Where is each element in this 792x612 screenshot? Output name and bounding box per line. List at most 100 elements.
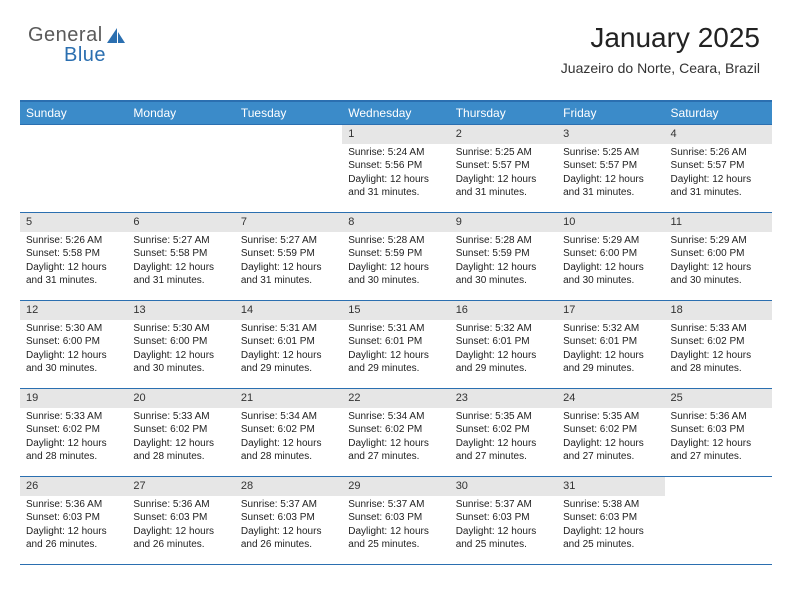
calendar-cell: 24Sunrise: 5:35 AMSunset: 6:02 PMDayligh… <box>557 389 664 477</box>
daylight-line: Daylight: 12 hours and 28 minutes. <box>26 437 121 464</box>
sunset-line: Sunset: 6:00 PM <box>26 335 121 349</box>
daylight-line: Daylight: 12 hours and 31 minutes. <box>563 173 658 200</box>
sunset-line: Sunset: 6:01 PM <box>241 335 336 349</box>
day-body: Sunrise: 5:32 AMSunset: 6:01 PMDaylight:… <box>450 320 557 380</box>
sunrise-line: Sunrise: 5:37 AM <box>456 498 551 512</box>
day-number: 12 <box>20 301 127 320</box>
day-number: 19 <box>20 389 127 408</box>
sunrise-line: Sunrise: 5:24 AM <box>348 146 443 160</box>
sunrise-line: Sunrise: 5:32 AM <box>563 322 658 336</box>
daylight-line: Daylight: 12 hours and 26 minutes. <box>26 525 121 552</box>
day-body: Sunrise: 5:37 AMSunset: 6:03 PMDaylight:… <box>342 496 449 556</box>
calendar-cell: 15 Sunrise: 5:31 AMSunset: 6:01 PMDayligh… <box>342 301 449 389</box>
calendar-row: 1Sunrise: 5:24 AMSunset: 5:56 PMDaylight… <box>20 125 772 213</box>
calendar-cell: 3Sunrise: 5:25 AMSunset: 5:57 PMDaylight… <box>557 125 664 213</box>
day-number: 2 <box>450 125 557 144</box>
daylight-line: Daylight: 12 hours and 25 minutes. <box>563 525 658 552</box>
day-body: Sunrise: 5:36 AMSunset: 6:03 PMDaylight:… <box>20 496 127 556</box>
brand-sail-icon <box>105 26 127 46</box>
day-body: Sunrise: 5:31 AMSunset: 6:01 PMDaylight:… <box>235 320 342 380</box>
dayhead-fri: Friday <box>557 101 664 125</box>
calendar-cell: 14Sunrise: 5:31 AMSunset: 6:01 PMDayligh… <box>235 301 342 389</box>
sunset-line: Sunset: 5:57 PM <box>563 159 658 173</box>
sunset-line: Sunset: 5:57 PM <box>671 159 766 173</box>
daylight-line: Daylight: 12 hours and 31 minutes. <box>348 173 443 200</box>
day-number: 4 <box>665 125 772 144</box>
sunrise-line: Sunrise: 5:26 AM <box>671 146 766 160</box>
daylight-line: Daylight: 12 hours and 29 minutes. <box>456 349 551 376</box>
calendar-cell: 5Sunrise: 5:26 AMSunset: 5:58 PMDaylight… <box>20 213 127 301</box>
dayhead-sun: Sunday <box>20 101 127 125</box>
sunrise-line: Sunrise: 5:34 AM <box>348 410 443 424</box>
day-number: 18 <box>665 301 772 320</box>
sunset-line: Sunset: 6:01 PM <box>456 335 551 349</box>
day-body: Sunrise: 5:28 AMSunset: 5:59 PMDaylight:… <box>342 232 449 292</box>
day-number: 25 <box>665 389 772 408</box>
day-number: 21 <box>235 389 342 408</box>
sunset-line: Sunset: 6:01 PM <box>348 335 443 349</box>
sunrise-line: Sunrise: 5:27 AM <box>241 234 336 248</box>
sunset-line: Sunset: 5:57 PM <box>456 159 551 173</box>
day-body: Sunrise: 5:36 AMSunset: 6:03 PMDaylight:… <box>127 496 234 556</box>
daylight-line: Daylight: 12 hours and 27 minutes. <box>671 437 766 464</box>
day-number: 26 <box>20 477 127 496</box>
calendar-cell: 18Sunrise: 5:33 AMSunset: 6:02 PMDayligh… <box>665 301 772 389</box>
day-body: Sunrise: 5:24 AMSunset: 5:56 PMDaylight:… <box>342 144 449 204</box>
day-body: Sunrise: 5:32 AMSunset: 6:01 PMDaylight:… <box>557 320 664 380</box>
sunrise-line: Sunrise: 5:26 AM <box>26 234 121 248</box>
daylight-line: Daylight: 12 hours and 27 minutes. <box>348 437 443 464</box>
day-body: Sunrise: 5:26 AMSunset: 5:58 PMDaylight:… <box>20 232 127 292</box>
calendar-cell: 20Sunrise: 5:33 AMSunset: 6:02 PMDayligh… <box>127 389 234 477</box>
day-body: Sunrise: 5:26 AMSunset: 5:57 PMDaylight:… <box>665 144 772 204</box>
day-body: Sunrise: 5:37 AMSunset: 6:03 PMDaylight:… <box>235 496 342 556</box>
sunset-line: Sunset: 5:59 PM <box>456 247 551 261</box>
daylight-line: Daylight: 12 hours and 31 minutes. <box>26 261 121 288</box>
day-body: Sunrise: 5:33 AMSunset: 6:02 PMDaylight:… <box>127 408 234 468</box>
calendar-cell: 17Sunrise: 5:32 AMSunset: 6:01 PMDayligh… <box>557 301 664 389</box>
calendar-cell <box>235 125 342 213</box>
sunrise-line: Sunrise: 5:34 AM <box>241 410 336 424</box>
calendar-cell: 13Sunrise: 5:30 AMSunset: 6:00 PMDayligh… <box>127 301 234 389</box>
sunset-line: Sunset: 6:02 PM <box>241 423 336 437</box>
sunrise-line: Sunrise: 5:33 AM <box>26 410 121 424</box>
sunrise-line: Sunrise: 5:38 AM <box>563 498 658 512</box>
day-body: Sunrise: 5:30 AMSunset: 6:00 PMDaylight:… <box>127 320 234 380</box>
sunrise-line: Sunrise: 5:31 AM <box>241 322 336 336</box>
daylight-line: Daylight: 12 hours and 28 minutes. <box>671 349 766 376</box>
calendar-cell: 6Sunrise: 5:27 AMSunset: 5:58 PMDaylight… <box>127 213 234 301</box>
daylight-line: Daylight: 12 hours and 30 minutes. <box>563 261 658 288</box>
calendar-cell: 4Sunrise: 5:26 AMSunset: 5:57 PMDaylight… <box>665 125 772 213</box>
calendar-cell: 29Sunrise: 5:37 AMSunset: 6:03 PMDayligh… <box>342 477 449 565</box>
day-number: 15 <box>342 301 449 320</box>
calendar-cell: 2Sunrise: 5:25 AMSunset: 5:57 PMDaylight… <box>450 125 557 213</box>
sunset-line: Sunset: 6:02 PM <box>456 423 551 437</box>
sunrise-line: Sunrise: 5:27 AM <box>133 234 228 248</box>
sunset-line: Sunset: 6:03 PM <box>133 511 228 525</box>
sunset-line: Sunset: 6:02 PM <box>671 335 766 349</box>
sunrise-line: Sunrise: 5:30 AM <box>133 322 228 336</box>
day-number: 30 <box>450 477 557 496</box>
daylight-line: Daylight: 12 hours and 29 minutes. <box>348 349 443 376</box>
day-body: Sunrise: 5:30 AMSunset: 6:00 PMDaylight:… <box>20 320 127 380</box>
day-number: 17 <box>557 301 664 320</box>
brand-blue: Blue <box>64 44 106 67</box>
day-number: 10 <box>557 213 664 232</box>
daylight-line: Daylight: 12 hours and 30 minutes. <box>456 261 551 288</box>
sunset-line: Sunset: 6:03 PM <box>241 511 336 525</box>
page-header: January 2025 Juazeiro do Norte, Ceara, B… <box>561 22 760 76</box>
day-number: 1 <box>342 125 449 144</box>
calendar-cell: 16Sunrise: 5:32 AMSunset: 6:01 PMDayligh… <box>450 301 557 389</box>
sunrise-line: Sunrise: 5:37 AM <box>241 498 336 512</box>
sunrise-line: Sunrise: 5:31 AM <box>348 322 443 336</box>
calendar-cell <box>20 125 127 213</box>
daylight-line: Daylight: 12 hours and 28 minutes. <box>241 437 336 464</box>
brand-logo: General Blue <box>28 24 127 47</box>
day-number: 23 <box>450 389 557 408</box>
sunset-line: Sunset: 6:02 PM <box>133 423 228 437</box>
dayhead-thu: Thursday <box>450 101 557 125</box>
sunset-line: Sunset: 6:00 PM <box>671 247 766 261</box>
daylight-line: Daylight: 12 hours and 30 minutes. <box>671 261 766 288</box>
daylight-line: Daylight: 12 hours and 25 minutes. <box>348 525 443 552</box>
daylight-line: Daylight: 12 hours and 30 minutes. <box>26 349 121 376</box>
sunset-line: Sunset: 6:03 PM <box>456 511 551 525</box>
